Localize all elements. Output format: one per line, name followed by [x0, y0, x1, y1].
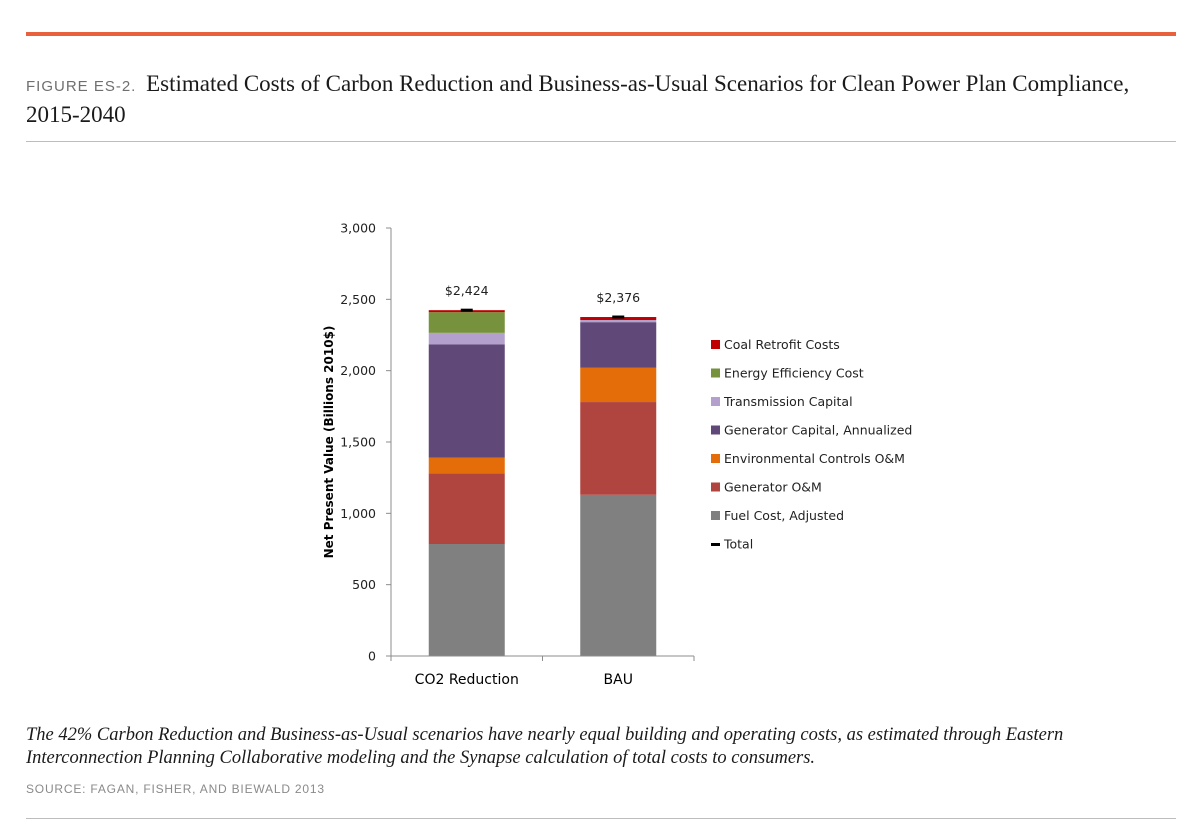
legend-label-3: Generator Capital, Annualized [724, 423, 912, 438]
y-tick-label-0: 0 [368, 649, 376, 664]
figure-title-block: FIGURE ES-2. Estimated Costs of Carbon R… [26, 70, 1176, 129]
bar-segment-2-0 [428, 457, 505, 474]
legend-label-total: Total [723, 537, 753, 552]
legend-swatch-total [711, 543, 720, 546]
top-accent-rule [26, 32, 1176, 36]
legend-swatch-6 [711, 511, 720, 520]
figure-label: FIGURE ES-2. [26, 78, 137, 95]
y-tick-label-3: 1,500 [340, 435, 376, 450]
bar-segment-2-1 [580, 367, 657, 403]
bar-segment-0-1 [580, 494, 657, 656]
figure-caption: The 42% Carbon Reduction and Business-as… [26, 725, 1064, 768]
legend-label-6: Fuel Cost, Adjusted [724, 508, 844, 523]
legend-label-2: Transmission Capital [723, 394, 853, 409]
category-label-1: BAU [604, 672, 633, 688]
figure-source: SOURCE: FAGAN, FISHER, AND BIEWALD 2013 [26, 782, 325, 796]
y-axis-label: Net Present Value (Billions 2010$) [322, 326, 336, 559]
y-tick-label-5: 2,500 [340, 292, 376, 307]
axes-layer [386, 227, 695, 661]
total-marker-1 [612, 315, 625, 319]
legend-swatch-1 [711, 368, 720, 378]
legend-swatch-0 [711, 340, 720, 349]
legend-swatch-5 [711, 482, 720, 492]
legend: Coal Retrofit Costs Energy Efficiency Cos… [711, 337, 912, 552]
bottom-divider [26, 818, 1176, 819]
legend-swatch-4 [711, 454, 720, 463]
total-marker-0 [460, 308, 473, 312]
y-tick-label-6: 3,000 [340, 221, 376, 236]
bar-segment-3-1 [580, 322, 657, 368]
legend-swatch-3 [711, 425, 720, 435]
bar-segment-1-1 [580, 402, 657, 495]
total-label-0: $2,424 [445, 283, 489, 298]
figure-title: Estimated Costs of Carbon Reduction and … [26, 71, 1130, 127]
bar-segment-5-0 [428, 312, 505, 333]
bar-segment-4-0 [428, 332, 505, 345]
legend-label-4: Environmental Controls O&M [724, 451, 905, 466]
labels-layer: $2,424 CO2 Reduction $2,376 BAU 0 500 1,000 1,5… [322, 221, 640, 689]
bar-segment-3-0 [428, 344, 505, 458]
legend-label-0: Coal Retrofit Costs [724, 337, 840, 352]
bar-segment-1-0 [428, 473, 505, 545]
legend-label-1: Energy Efficiency Cost [724, 366, 864, 381]
y-tick-label-4: 2,000 [340, 363, 376, 378]
bar-segment-4-1 [580, 320, 657, 323]
category-label-0: CO2 Reduction [415, 672, 519, 688]
y-tick-label-2: 1,000 [340, 506, 376, 521]
bars-layer [428, 308, 657, 656]
legend-swatch-2 [711, 397, 720, 406]
title-divider [26, 141, 1176, 142]
bar-segment-0-0 [428, 544, 505, 656]
legend-label-5: Generator O&M [724, 480, 822, 495]
y-tick-label-1: 500 [352, 577, 376, 592]
total-label-1: $2,376 [596, 290, 640, 305]
